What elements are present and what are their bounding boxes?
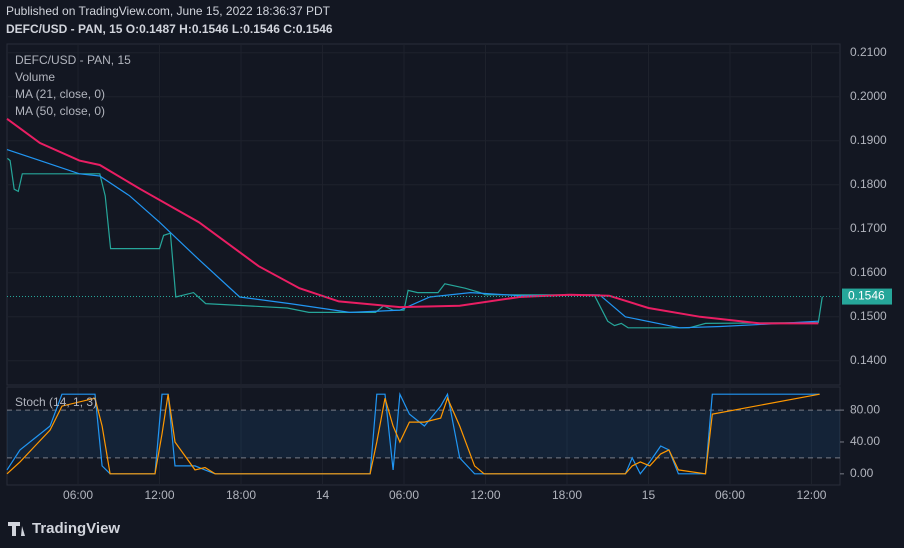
y-tick-label: 40.00 — [850, 434, 880, 448]
series-line — [6, 393, 820, 475]
x-tick-label: 06:00 — [389, 488, 419, 502]
y-tick-label: 0.2100 — [850, 45, 887, 59]
x-tick-label: 06:00 — [715, 488, 745, 502]
x-tick-label: 18:00 — [552, 488, 582, 502]
x-tick-label: 15 — [642, 488, 656, 502]
main-pane — [6, 43, 841, 386]
y-tick-label: 0.2000 — [850, 89, 887, 103]
x-tick-label: 12:00 — [796, 488, 826, 502]
y-tick-label: 80.00 — [850, 402, 880, 416]
last-price-box — [842, 288, 892, 305]
series-line — [6, 391, 820, 475]
x-tick-label: 14 — [316, 488, 330, 502]
y-tick-label: 0.1600 — [850, 265, 887, 279]
series-line — [6, 149, 819, 329]
x-tick-label: 06:00 — [63, 488, 93, 502]
y-tick-label: 0.1500 — [850, 309, 887, 323]
last-price-label: 0.1546 — [848, 289, 885, 303]
legend-entry: DEFC/USD - PAN, 15 — [15, 53, 131, 67]
y-tick-label: 0.1400 — [850, 353, 887, 367]
legend-entry: Volume — [15, 70, 55, 84]
x-tick-label: 18:00 — [226, 488, 256, 502]
x-tick-label: 12:00 — [145, 488, 175, 502]
legend-entry: MA (50, close, 0) — [15, 104, 105, 118]
logo: TradingView — [8, 520, 120, 537]
stoch-pane — [6, 386, 841, 486]
stoch-band — [7, 410, 840, 458]
logo-icon — [8, 522, 25, 536]
stoch-title: Stoch (14, 1, 3) — [15, 395, 97, 409]
y-tick-label: 0.1800 — [850, 177, 887, 191]
legend-entry: MA (21, close, 0) — [15, 87, 105, 101]
brand: TradingView — [32, 520, 120, 537]
symbol-line: DEFC/USD - PAN, 15 O:0.1487 H:0.1546 L:0… — [6, 22, 333, 36]
published-line: Published on TradingView.com, June 15, 2… — [6, 4, 331, 18]
series-line — [6, 117, 819, 325]
y-tick-label: 0.1900 — [850, 133, 887, 147]
x-tick-label: 12:00 — [470, 488, 500, 502]
y-tick-label: 0.1700 — [850, 221, 887, 235]
y-tick-label: 0.00 — [850, 466, 874, 480]
